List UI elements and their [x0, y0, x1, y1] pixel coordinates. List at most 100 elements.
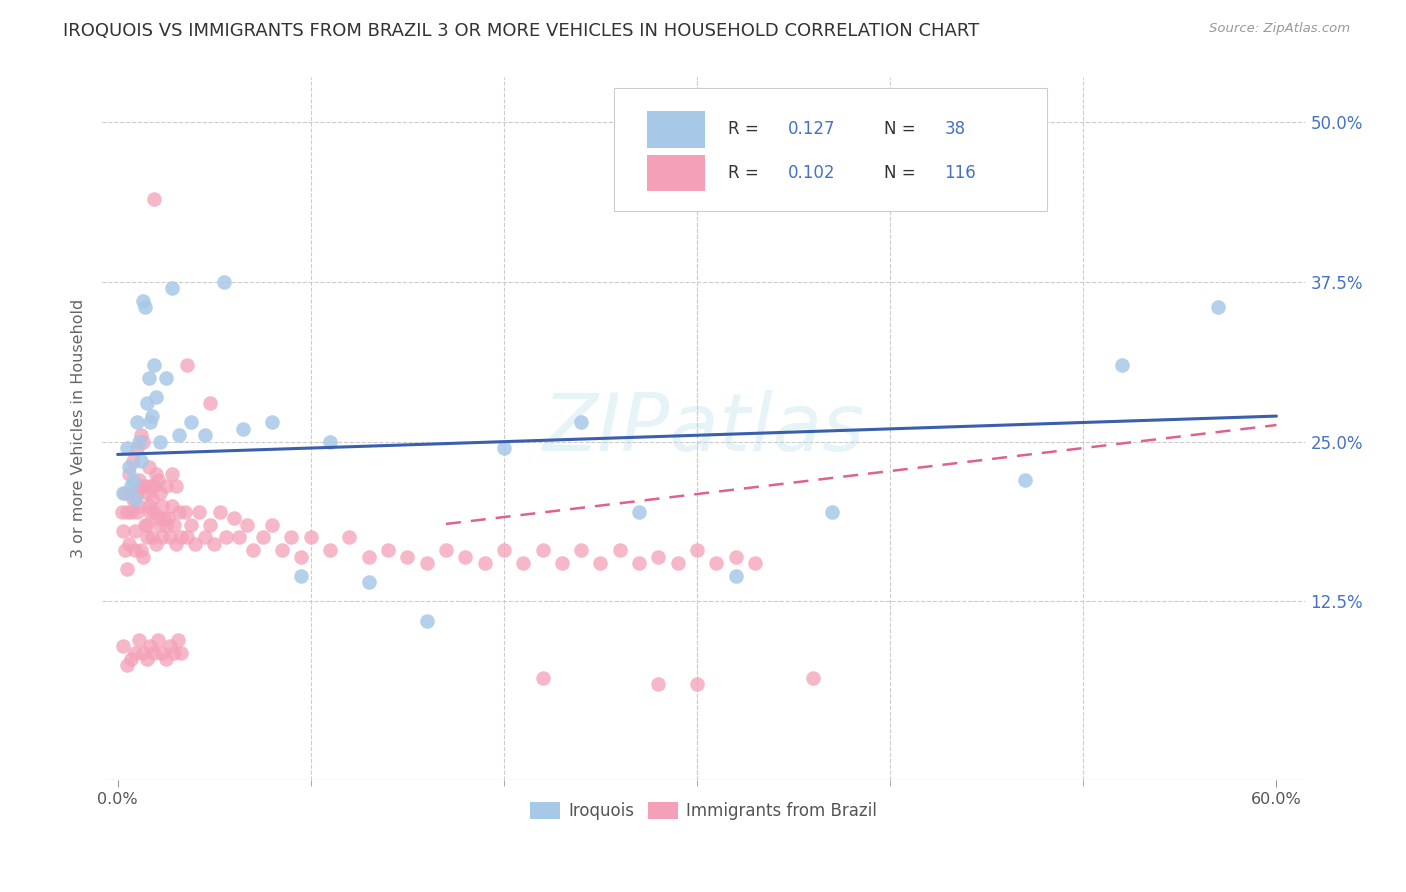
Point [156, 511, 179, 525]
Point [138, 370, 160, 384]
Point [114, 543, 136, 558]
Point [176, 358, 198, 372]
Point [153, 511, 176, 525]
Point [118, 537, 141, 551]
Text: ZIPatlas: ZIPatlas [543, 390, 865, 468]
Point [124, 646, 146, 660]
Point [821, 505, 844, 519]
Point [150, 646, 173, 660]
Point [262, 517, 284, 532]
Point [165, 479, 187, 493]
Point [647, 549, 669, 564]
Point [135, 396, 157, 410]
Point [163, 646, 186, 660]
Point [357, 549, 380, 564]
Point [357, 575, 380, 590]
Point [1208, 301, 1230, 315]
FancyBboxPatch shape [613, 88, 1046, 211]
Point [134, 517, 156, 532]
Point [132, 549, 155, 564]
Point [236, 517, 259, 532]
Point [112, 639, 135, 653]
Point [120, 652, 142, 666]
Point [132, 434, 155, 449]
Point [143, 646, 166, 660]
Point [180, 416, 202, 430]
Point [200, 396, 222, 410]
Point [165, 537, 187, 551]
Point [169, 428, 191, 442]
Point [666, 556, 689, 570]
Point [512, 556, 534, 570]
Point [122, 492, 145, 507]
Point [117, 562, 139, 576]
Text: Source: ZipAtlas.com: Source: ZipAtlas.com [1209, 22, 1350, 36]
Point [138, 499, 160, 513]
Point [212, 275, 235, 289]
Point [159, 531, 181, 545]
Point [252, 531, 274, 545]
Point [117, 658, 139, 673]
Point [319, 543, 342, 558]
Point [160, 281, 183, 295]
Point [434, 543, 457, 558]
Point [415, 614, 437, 628]
Text: 0.102: 0.102 [787, 164, 835, 182]
Point [492, 441, 515, 455]
Point [228, 531, 250, 545]
Legend: Iroquois, Immigrants from Brazil: Iroquois, Immigrants from Brazil [526, 797, 882, 825]
Point [141, 492, 163, 507]
Point [118, 460, 141, 475]
Point [299, 531, 322, 545]
Point [202, 537, 225, 551]
Point [159, 639, 181, 653]
Point [222, 511, 245, 525]
Point [149, 517, 172, 532]
Point [187, 505, 209, 519]
Text: 116: 116 [945, 164, 976, 182]
Point [148, 632, 170, 647]
Point [270, 543, 292, 558]
Point [128, 473, 150, 487]
Point [135, 485, 157, 500]
Point [120, 505, 142, 519]
Point [200, 517, 222, 532]
Point [150, 499, 173, 513]
Point [124, 543, 146, 558]
Point [628, 505, 651, 519]
Point [193, 428, 215, 442]
Point [1111, 358, 1133, 372]
Point [124, 492, 146, 507]
Point [125, 441, 148, 455]
Point [120, 485, 142, 500]
Point [122, 454, 145, 468]
Point [628, 556, 651, 570]
Point [155, 479, 177, 493]
Point [262, 416, 284, 430]
Point [724, 569, 747, 583]
Point [531, 543, 554, 558]
Text: N =: N = [884, 120, 921, 138]
Point [290, 549, 312, 564]
Point [120, 479, 142, 493]
Point [169, 505, 191, 519]
Point [377, 543, 399, 558]
Point [492, 543, 515, 558]
Point [117, 505, 139, 519]
Point [155, 652, 177, 666]
Text: 0.127: 0.127 [787, 120, 835, 138]
Point [124, 524, 146, 538]
Y-axis label: 3 or more Vehicles in Household: 3 or more Vehicles in Household [72, 299, 86, 558]
Point [129, 479, 152, 493]
Point [396, 549, 419, 564]
Point [134, 301, 156, 315]
Point [129, 543, 152, 558]
Point [129, 454, 152, 468]
Point [704, 556, 727, 570]
Point [208, 505, 231, 519]
Point [125, 505, 148, 519]
Point [155, 517, 177, 532]
Point [170, 531, 193, 545]
Point [232, 422, 254, 436]
Point [118, 467, 141, 481]
